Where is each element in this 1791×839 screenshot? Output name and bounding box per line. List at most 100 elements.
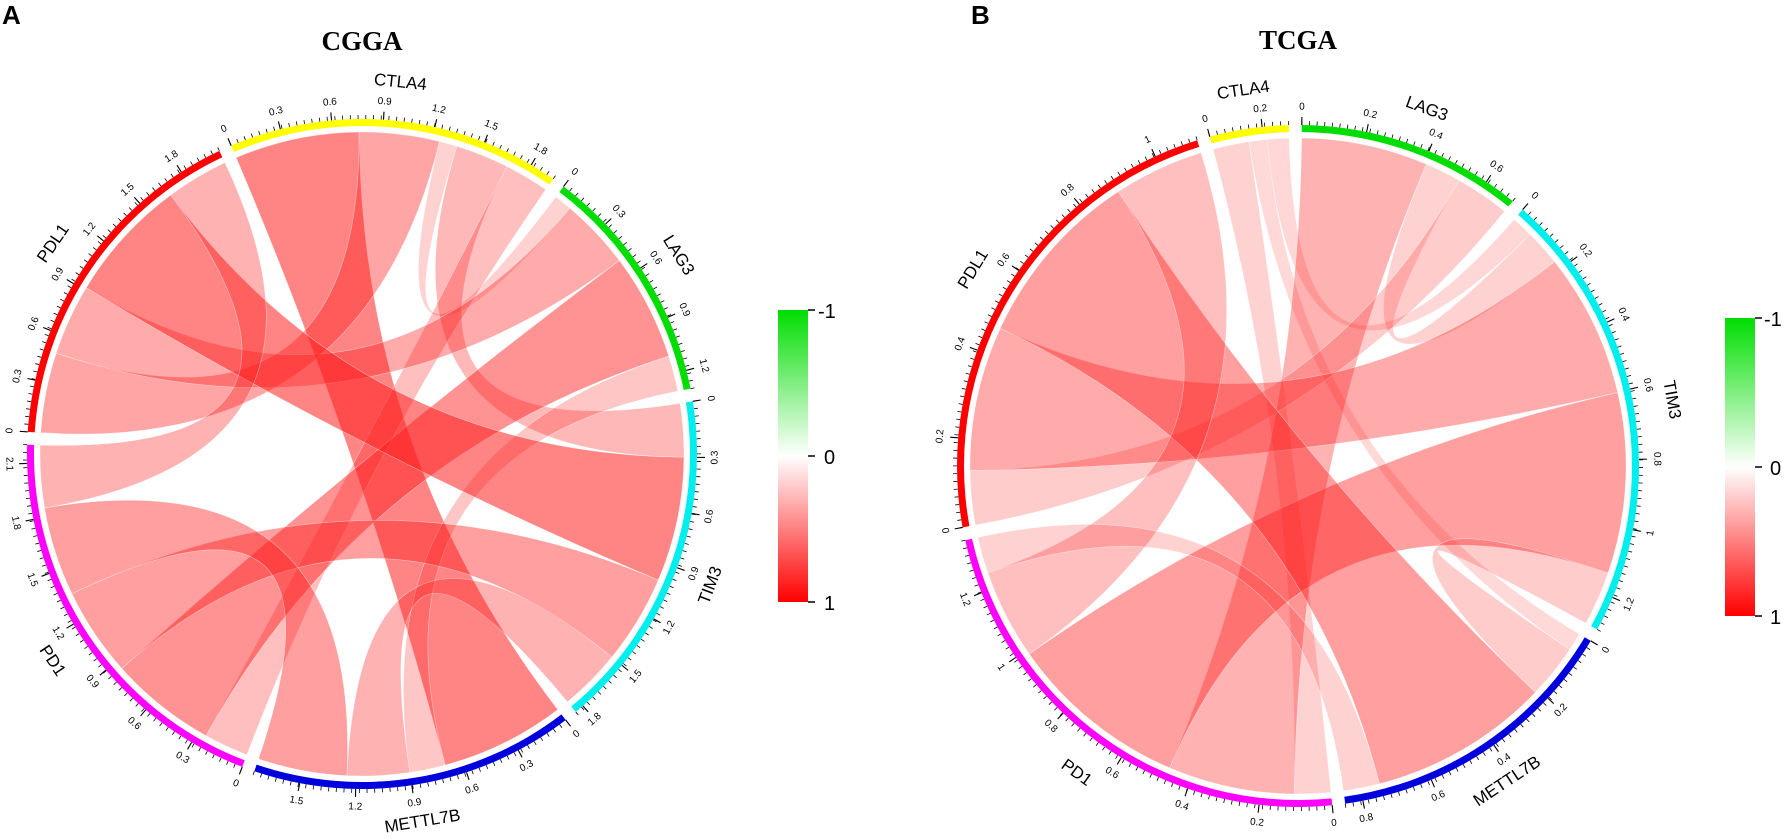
minor-tick [660, 607, 664, 609]
minor-tick [259, 131, 260, 135]
minor-tick [1051, 225, 1054, 228]
tick-label: 1 [995, 662, 1007, 673]
minor-tick [957, 411, 961, 412]
minor-tick [1399, 792, 1400, 796]
major-tick [531, 158, 535, 165]
minor-tick [624, 242, 627, 244]
minor-tick [212, 755, 214, 759]
minor-tick [1189, 139, 1190, 143]
tick-label: 1.2 [661, 619, 678, 637]
minor-tick [1201, 793, 1202, 797]
tick-label: 0.3 [710, 450, 721, 464]
minor-tick [27, 401, 31, 402]
minor-tick [119, 688, 122, 691]
minor-tick [520, 155, 522, 159]
minor-tick [995, 301, 999, 303]
tick-label: 0.9 [676, 301, 692, 319]
minor-tick [42, 565, 46, 566]
major-tick [1117, 758, 1121, 765]
tick-label: 1.5 [24, 571, 39, 588]
minor-tick [118, 218, 121, 221]
minor-tick [108, 230, 111, 233]
minor-tick [1171, 783, 1172, 787]
minor-tick [1072, 723, 1075, 726]
tick-label: 1.2 [50, 625, 67, 643]
tick-label: 0 [1201, 113, 1210, 125]
minor-tick [1014, 660, 1017, 662]
minor-tick [1534, 217, 1537, 220]
major-tick [583, 706, 588, 712]
tick-label: 0.3 [518, 758, 536, 774]
major-tick [1208, 129, 1210, 137]
minor-tick [237, 139, 238, 143]
minor-tick [84, 646, 87, 648]
minor-tick [57, 600, 61, 602]
tick-label: 0.2 [1362, 108, 1378, 122]
minor-tick [124, 213, 127, 216]
tick-label: 0.4 [1615, 306, 1631, 324]
minor-tick [211, 151, 213, 155]
minor-tick [72, 627, 75, 629]
minor-tick [28, 394, 32, 395]
minor-tick [978, 336, 982, 338]
minor-tick [275, 778, 276, 782]
minor-tick [179, 736, 181, 739]
minor-tick [1496, 744, 1498, 747]
tick-label: 1.2 [957, 591, 973, 608]
minor-tick [266, 129, 267, 133]
minor-tick [33, 536, 37, 537]
minor-tick [1628, 551, 1632, 552]
tick-label: 0 [231, 778, 241, 790]
tick-label: 0.6 [464, 782, 481, 797]
tick-label: 0 [571, 728, 582, 740]
minor-tick [1428, 781, 1430, 785]
minor-tick [1442, 153, 1444, 157]
minor-tick [305, 784, 306, 788]
minor-tick [1456, 768, 1458, 772]
minor-tick [667, 593, 671, 595]
minor-tick [1054, 707, 1057, 710]
tick-label: 0.6 [1487, 158, 1505, 175]
minor-tick [1602, 310, 1606, 312]
colorbar-gradient [1725, 318, 1755, 616]
minor-tick [1532, 714, 1535, 717]
minor-tick [493, 762, 495, 766]
minor-tick [281, 125, 282, 129]
major-tick [1185, 789, 1188, 797]
minor-tick [197, 158, 199, 161]
minor-tick [165, 178, 167, 181]
major-tick [1367, 124, 1369, 132]
minor-tick [973, 351, 977, 352]
minor-tick [1353, 803, 1354, 807]
minor-tick [1475, 171, 1477, 174]
colorbar-cgga: -1 0 1 [778, 301, 836, 615]
minor-tick [1240, 126, 1241, 130]
minor-tick [1601, 623, 1605, 625]
tick-label: 0.6 [996, 251, 1013, 269]
minor-tick [1056, 220, 1059, 223]
minor-tick [1216, 797, 1217, 801]
minor-tick [1406, 789, 1407, 793]
minor-tick [135, 202, 138, 205]
minor-tick [1477, 756, 1479, 759]
minor-tick [1179, 786, 1180, 790]
minor-tick [443, 779, 444, 783]
minor-tick [1606, 317, 1610, 319]
minor-tick [1040, 237, 1043, 240]
minor-tick [37, 356, 41, 357]
tick-label: 0.9 [50, 265, 67, 283]
minor-tick [681, 350, 685, 351]
minor-tick [587, 203, 590, 206]
minor-tick [1150, 774, 1152, 778]
tick-label: 0.2 [934, 429, 946, 444]
minor-tick [1635, 521, 1639, 522]
colorbar-label-mid: 0 [824, 447, 835, 469]
minor-tick [994, 627, 998, 629]
tick-label: 0.4 [1173, 798, 1190, 813]
minor-tick [1617, 588, 1621, 589]
minor-tick [154, 718, 156, 721]
minor-tick [593, 208, 596, 211]
tick-label: 0 [4, 427, 15, 434]
